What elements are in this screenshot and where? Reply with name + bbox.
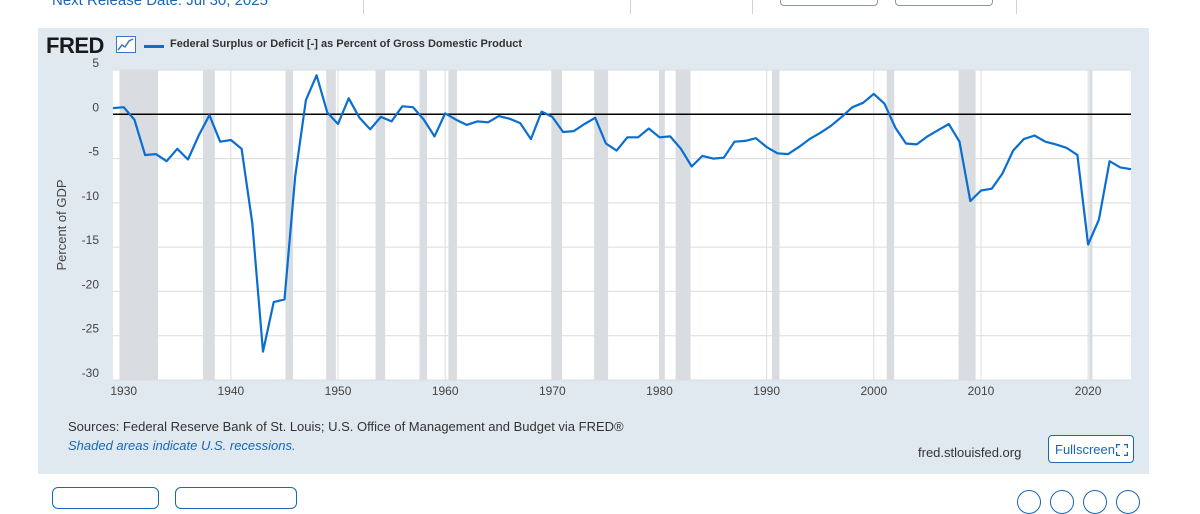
expand-icon bbox=[1116, 444, 1128, 456]
next-release-date: Next Release Date: Jul 30, 2025 bbox=[52, 0, 268, 9]
recession-band bbox=[285, 70, 294, 380]
x-tick-label: 1950 bbox=[325, 384, 352, 398]
legend-swatch bbox=[144, 45, 164, 48]
x-axis: 1930 1940 1950 1960 1970 1980 1990 2000 2010 2020 bbox=[110, 384, 1101, 398]
site-url[interactable]: fred.stlouisfed.org bbox=[918, 445, 1022, 460]
recession-band bbox=[203, 70, 215, 380]
y-tick-label: -25 bbox=[82, 322, 100, 336]
x-tick-label: 1930 bbox=[110, 384, 137, 398]
top-strip: Next Release Date: Jul 30, 2025 bbox=[0, 0, 1200, 20]
fred-logo[interactable]: FRED bbox=[46, 33, 104, 58]
x-tick-label: 1960 bbox=[432, 384, 459, 398]
divider bbox=[752, 0, 753, 14]
series-line bbox=[112, 74, 1132, 353]
recession-band bbox=[659, 70, 665, 380]
chart-plot: 5 0 -5 -10 -15 -20 -25 -30 1930 1940 1950 1960 1970… bbox=[54, 56, 1132, 398]
top-select-button[interactable] bbox=[780, 0, 878, 6]
legend-label: Federal Surplus or Deficit [-] as Percen… bbox=[170, 38, 523, 50]
divider bbox=[630, 0, 631, 14]
x-tick-label: 1940 bbox=[218, 384, 245, 398]
recession-band bbox=[551, 70, 562, 380]
y-tick-label: -20 bbox=[82, 277, 100, 291]
y-tick-label: -30 bbox=[82, 366, 100, 380]
recession-band bbox=[419, 70, 427, 380]
series-layer bbox=[112, 74, 1132, 353]
share-circle-button[interactable] bbox=[1083, 490, 1107, 514]
y-tick-label: -15 bbox=[82, 233, 100, 247]
fullscreen-label: Fullscreen bbox=[1055, 442, 1115, 457]
divider bbox=[1016, 0, 1017, 14]
recession-band bbox=[448, 70, 457, 380]
x-tick-label: 1990 bbox=[753, 384, 780, 398]
top-select-button[interactable] bbox=[895, 0, 993, 6]
divider bbox=[363, 0, 364, 14]
x-tick-label: 1970 bbox=[539, 384, 566, 398]
x-tick-label: 1980 bbox=[646, 384, 673, 398]
chart-card: FRED Federal Surplus or Deficit [-] as P… bbox=[38, 28, 1149, 474]
fullscreen-button[interactable]: Fullscreen bbox=[1048, 435, 1134, 463]
recession-band bbox=[594, 70, 609, 380]
x-tick-label: 2020 bbox=[1075, 384, 1102, 398]
recession-shading bbox=[119, 70, 1093, 380]
recession-band bbox=[326, 70, 336, 380]
share-circle-button[interactable] bbox=[1116, 490, 1140, 514]
recession-band bbox=[1089, 70, 1093, 380]
y-tick-label: -5 bbox=[88, 145, 99, 159]
y-tick-label: -10 bbox=[82, 189, 100, 203]
recession-band bbox=[772, 70, 780, 380]
x-tick-label: 2000 bbox=[860, 384, 887, 398]
recession-band bbox=[675, 70, 691, 380]
recession-band bbox=[119, 70, 159, 380]
bottom-button[interactable] bbox=[52, 487, 159, 509]
y-axis: 5 0 -5 -10 -15 -20 -25 -30 bbox=[82, 56, 100, 380]
y-axis-label: Percent of GDP bbox=[54, 179, 69, 270]
share-circle-button[interactable] bbox=[1017, 490, 1041, 514]
chart-sources: Sources: Federal Reserve Bank of St. Lou… bbox=[68, 419, 624, 434]
x-tick-label: 2010 bbox=[968, 384, 995, 398]
recession-note[interactable]: Shaded areas indicate U.S. recessions. bbox=[68, 438, 296, 453]
recession-band bbox=[375, 70, 386, 380]
trend-line-icon bbox=[116, 36, 136, 53]
share-circle-button[interactable] bbox=[1050, 490, 1074, 514]
bottom-button[interactable] bbox=[175, 487, 297, 509]
plot-background bbox=[113, 70, 1131, 380]
recession-band bbox=[958, 70, 976, 380]
y-tick-label: 5 bbox=[92, 56, 99, 70]
recession-band bbox=[886, 70, 895, 380]
y-tick-label: 0 bbox=[92, 100, 99, 114]
